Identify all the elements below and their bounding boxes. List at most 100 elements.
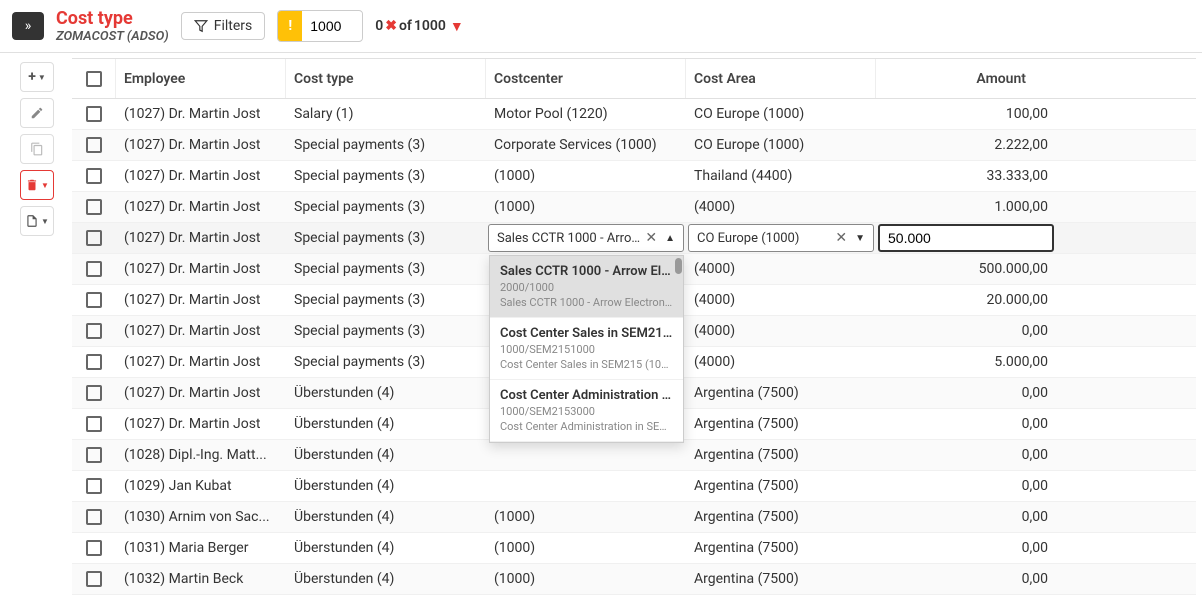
table-row[interactable]: (1027) Dr. Martin JostSpecial payments (… xyxy=(72,192,1196,223)
cell-costcenter: (1000) xyxy=(486,199,686,215)
column-header-costarea[interactable]: Cost Area xyxy=(686,59,876,98)
clear-icon[interactable]: ✕ xyxy=(831,230,851,246)
cell-cost-type: Überstunden (4) xyxy=(286,416,486,432)
cell-employee: (1027) Dr. Martin Jost xyxy=(116,230,286,246)
cell-employee: (1027) Dr. Martin Jost xyxy=(116,106,286,122)
dropdown-item-title: Sales CCTR 1000 - Arrow Electr xyxy=(500,264,673,279)
delete-button[interactable]: ▼ xyxy=(20,170,54,200)
cell-amount: 0,00 xyxy=(876,447,1056,463)
cell-amount: 0,00 xyxy=(876,385,1056,401)
limit-input[interactable] xyxy=(302,12,362,40)
row-checkbox[interactable] xyxy=(86,199,102,215)
column-header-employee[interactable]: Employee xyxy=(116,59,286,98)
cell-cost-area: CO Europe (1000) xyxy=(686,106,876,122)
table-row[interactable]: (1029) Jan KubatÜberstunden (4)Argentina… xyxy=(72,471,1196,502)
row-checkbox[interactable] xyxy=(86,416,102,432)
header-bar: » Cost type ZOMACOST (ADSO) Filters ! 0 … xyxy=(0,0,1202,53)
dropdown-item-title: Cost Center Sales in SEM215 (S xyxy=(500,326,673,341)
cell-amount: 0,00 xyxy=(876,478,1056,494)
column-header-costcenter[interactable]: Costcenter xyxy=(486,59,686,98)
combo-input[interactable]: CO Europe (1000) ✕ ▼ xyxy=(688,224,874,252)
caret-down-icon[interactable]: ▼ xyxy=(851,233,869,244)
expand-sidebar-button[interactable]: » xyxy=(12,12,44,40)
row-checkbox[interactable] xyxy=(86,540,102,556)
dropdown-item-sub: Cost Center Sales in SEM215 (1000/SEM xyxy=(500,358,673,371)
table-row[interactable]: (1030) Arnim von Sac...Überstunden (4)(1… xyxy=(72,502,1196,533)
column-header-costtype[interactable]: Cost type xyxy=(286,59,486,98)
table-row[interactable]: (1031) Maria BergerÜberstunden (4)(1000)… xyxy=(72,533,1196,564)
row-checkbox[interactable] xyxy=(86,509,102,525)
caret-down-icon: ▼ xyxy=(38,73,46,82)
row-checkbox[interactable] xyxy=(86,137,102,153)
row-checkbox[interactable] xyxy=(86,168,102,184)
scrollbar-thumb[interactable] xyxy=(675,258,682,274)
count-current: 0 xyxy=(375,18,383,34)
row-checkbox[interactable] xyxy=(86,323,102,339)
cell-amount: 20.000,00 xyxy=(876,292,1056,308)
cell-employee: (1027) Dr. Martin Jost xyxy=(116,199,286,215)
cell-amount: 0,00 xyxy=(876,323,1056,339)
cell-cost-type: Special payments (3) xyxy=(286,137,486,153)
cell-amount: 0,00 xyxy=(876,571,1056,587)
record-count: 0 ✖ of 1000 ▼ xyxy=(375,18,464,35)
clear-icon[interactable]: ✕ xyxy=(641,230,661,246)
cell-cost-area: Argentina (7500) xyxy=(686,385,876,401)
cell-cost-area[interactable]: CO Europe (1000) ✕ ▼ xyxy=(686,224,876,252)
cell-employee: (1029) Jan Kubat xyxy=(116,478,286,494)
table-row[interactable]: (1027) Dr. Martin JostSalary (1)Motor Po… xyxy=(72,99,1196,130)
dropdown-item-title: Cost Center Administration in S xyxy=(500,388,673,403)
count-of: of xyxy=(399,18,412,34)
table-row[interactable]: (1027) Dr. Martin JostSpecial payments (… xyxy=(72,223,1196,254)
trash-icon xyxy=(25,178,39,192)
export-button[interactable]: ▼ xyxy=(20,206,54,236)
filter-icon xyxy=(194,19,208,33)
row-checkbox[interactable] xyxy=(86,292,102,308)
cell-cost-area: Argentina (7500) xyxy=(686,540,876,556)
cell-costcenter: (1000) xyxy=(486,509,686,525)
dropdown-item[interactable]: Cost Center Sales in SEM215 (S 1000/SEM2… xyxy=(490,318,683,380)
cell-employee: (1030) Arnim von Sac... xyxy=(116,509,286,525)
combo-input[interactable]: Sales CCTR 1000 - Arrow ... ✕ ▲ Sales CC… xyxy=(488,224,684,252)
cell-costcenter[interactable]: Sales CCTR 1000 - Arrow ... ✕ ▲ Sales CC… xyxy=(486,224,686,252)
cell-cost-area: Argentina (7500) xyxy=(686,416,876,432)
row-checkbox[interactable] xyxy=(86,385,102,401)
row-checkbox[interactable] xyxy=(86,478,102,494)
add-button[interactable]: +▼ xyxy=(20,62,54,92)
cell-amount[interactable] xyxy=(876,224,1056,252)
table-row[interactable]: (1028) Dipl.-Ing. Matt...Überstunden (4)… xyxy=(72,440,1196,471)
filters-button[interactable]: Filters xyxy=(181,12,266,40)
cell-cost-type: Überstunden (4) xyxy=(286,385,486,401)
unsaved-icon: ✖ xyxy=(385,18,397,34)
copy-button[interactable] xyxy=(20,134,54,164)
dropdown-item[interactable]: Cost Center Administration in S 1000/SEM… xyxy=(490,380,683,442)
cell-cost-area: (4000) xyxy=(686,323,876,339)
caret-up-icon[interactable]: ▲ xyxy=(661,233,679,244)
row-checkbox[interactable] xyxy=(86,354,102,370)
row-checkbox[interactable] xyxy=(86,106,102,122)
sort-desc-icon: ▼ xyxy=(450,18,464,35)
row-checkbox[interactable] xyxy=(86,571,102,587)
copy-icon xyxy=(30,142,44,156)
dropdown-item[interactable]: Sales CCTR 1000 - Arrow Electr 2000/1000… xyxy=(490,256,683,318)
cell-amount: 500.000,00 xyxy=(876,261,1056,277)
row-checkbox[interactable] xyxy=(86,230,102,246)
edit-button[interactable] xyxy=(20,98,54,128)
row-checkbox[interactable] xyxy=(86,261,102,277)
cell-employee: (1028) Dipl.-Ing. Matt... xyxy=(116,447,286,463)
cell-costcenter: (1000) xyxy=(486,571,686,587)
combo-text: CO Europe (1000) xyxy=(697,231,831,246)
table-row[interactable]: (1027) Dr. Martin JostSpecial payments (… xyxy=(72,130,1196,161)
table-row[interactable]: (1032) Martin BeckÜberstunden (4)(1000)A… xyxy=(72,564,1196,595)
count-total: 1000 xyxy=(414,18,446,34)
table-row[interactable]: (1027) Dr. Martin JostSpecial payments (… xyxy=(72,161,1196,192)
amount-input[interactable] xyxy=(878,224,1054,252)
warning-icon: ! xyxy=(278,11,302,41)
cell-employee: (1027) Dr. Martin Jost xyxy=(116,168,286,184)
select-all-checkbox[interactable] xyxy=(86,71,102,87)
row-checkbox[interactable] xyxy=(86,447,102,463)
cell-cost-type: Überstunden (4) xyxy=(286,571,486,587)
column-header-amount[interactable]: Amount xyxy=(876,59,1056,98)
chevrons-right-icon: » xyxy=(25,18,32,34)
cell-cost-type: Salary (1) xyxy=(286,106,486,122)
cell-amount: 33.333,00 xyxy=(876,168,1056,184)
